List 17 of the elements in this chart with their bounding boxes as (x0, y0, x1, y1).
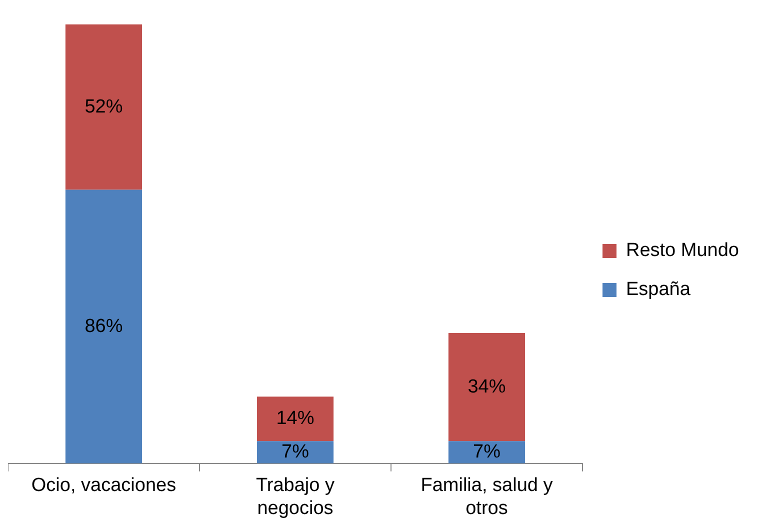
x-tick-label: Familia, salud y otros (420, 475, 554, 519)
legend-label: Resto Mundo (626, 240, 740, 262)
x-tick-label: Ocio, vacaciones (31, 475, 176, 496)
bar (65, 24, 142, 190)
legend-label: España (626, 279, 691, 300)
data-label: 7% (282, 442, 310, 462)
data-label: 14% (276, 408, 314, 430)
data-label: 34% (468, 376, 506, 398)
bar (448, 332, 526, 442)
bar (65, 190, 142, 464)
bar (256, 441, 334, 464)
data-label: 52% (84, 96, 123, 118)
data-label: 86% (84, 316, 123, 337)
x-tick-label: Trabajo y negocios (256, 475, 335, 519)
bar (256, 396, 334, 442)
data-label: 7% (473, 442, 501, 462)
bar (448, 441, 526, 464)
